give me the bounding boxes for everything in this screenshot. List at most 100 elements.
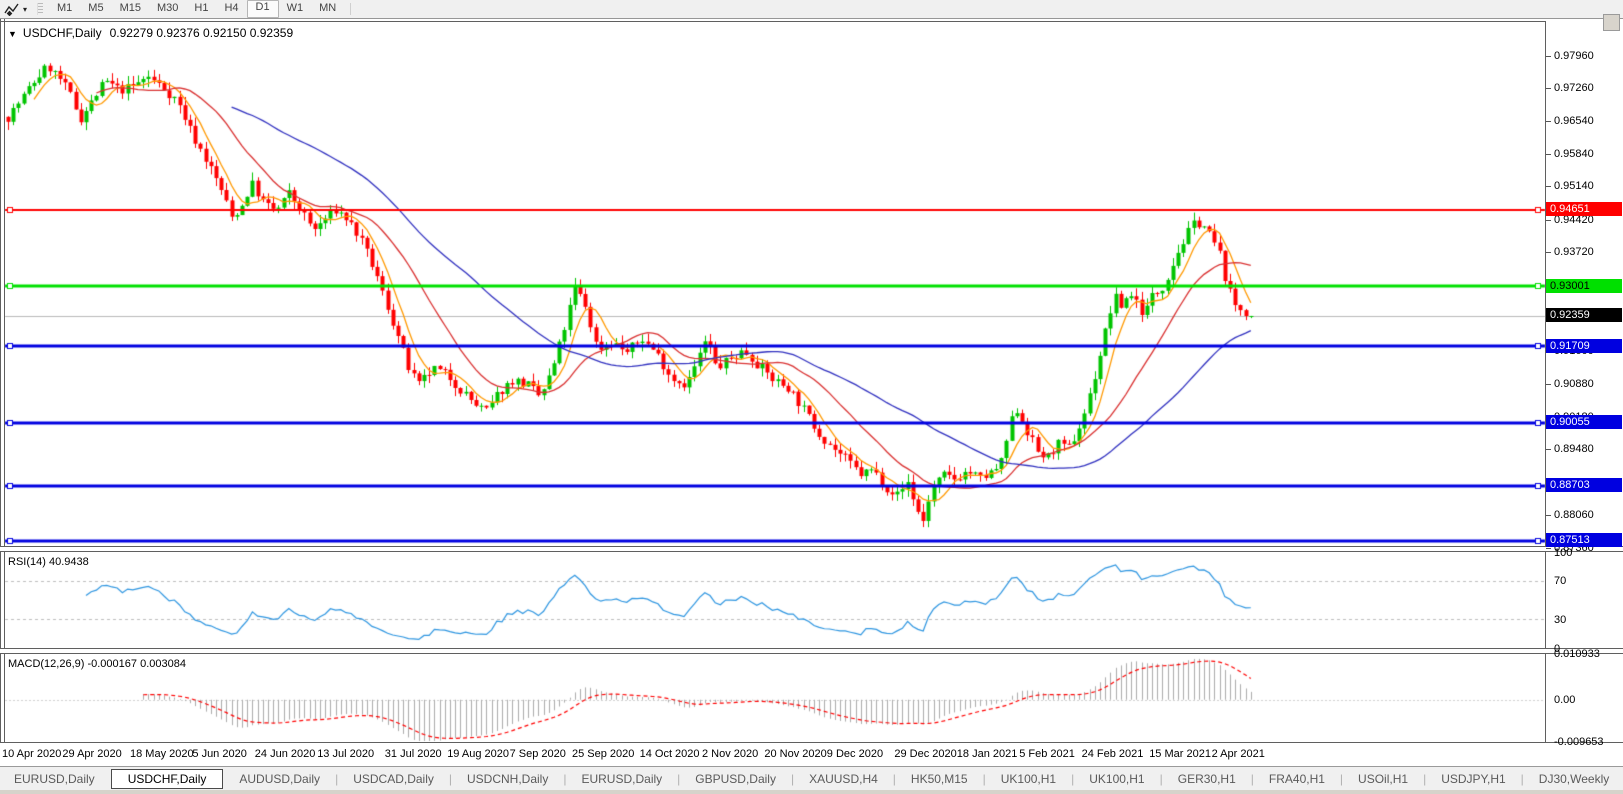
tab-separator: | xyxy=(790,772,795,786)
price-axis-label: 0.95140 xyxy=(1554,180,1594,192)
timeframe-button-m30[interactable]: M30 xyxy=(156,2,179,14)
chart-tab-ger30-h1[interactable]: GER30,H1 xyxy=(1177,772,1236,786)
date-axis-label: 2 Apr 2021 xyxy=(1211,748,1265,760)
chart-tab-usdcad-daily[interactable]: USDCAD,Daily xyxy=(353,772,434,786)
rsi-label: RSI(14) 40.9438 xyxy=(8,556,89,568)
tab-separator: | xyxy=(448,772,452,786)
price-axis-tick xyxy=(1546,121,1551,122)
date-axis-label: 7 Sep 2020 xyxy=(509,748,566,760)
chart-tab-eurusd-daily[interactable]: EURUSD,Daily xyxy=(581,772,663,786)
price-axis-label: 0.97260 xyxy=(1554,82,1594,94)
chart-tab-uk100-h1[interactable]: UK100,H1 xyxy=(1000,772,1057,786)
price-axis-tick xyxy=(1546,515,1551,516)
collapse-triangle-icon[interactable]: ▼ xyxy=(8,29,17,39)
status-strip xyxy=(0,790,1623,794)
chart-scroll-button[interactable] xyxy=(1603,14,1620,31)
chart-tab-xauusd-h4[interactable]: XAUUSD,H4 xyxy=(809,772,878,786)
date-axis-label: 29 Dec 2020 xyxy=(894,748,957,760)
date-axis-label: 2 Nov 2020 xyxy=(702,748,759,760)
timeframe-button-m5[interactable]: M5 xyxy=(88,2,104,14)
hline-price-badge: 0.94651 xyxy=(1546,202,1622,216)
date-axis-label: 31 Jul 2020 xyxy=(384,748,442,760)
hline-price-badge: 0.93001 xyxy=(1546,279,1622,293)
chart-tab-usdchf-daily[interactable]: USDCHF,Daily xyxy=(110,769,224,789)
date-axis-label: 5 Feb 2021 xyxy=(1019,748,1075,760)
timeframe-button-mn[interactable]: MN xyxy=(319,2,337,14)
date-axis-label: 18 Jan 2021 xyxy=(956,748,1018,760)
macd-scale-label: 0.00 xyxy=(1554,694,1576,706)
date-axis-label: 9 Dec 2020 xyxy=(826,748,884,760)
tab-separator: | xyxy=(1250,772,1254,786)
chart-ohlc-values: 0.92279 0.92376 0.92150 0.92359 xyxy=(109,26,294,40)
date-axis-label: 24 Feb 2021 xyxy=(1081,748,1144,760)
tab-separator: | xyxy=(677,772,681,786)
macd-scale-label: -0.009653 xyxy=(1554,736,1604,748)
macd-pane-separator[interactable] xyxy=(0,648,1623,654)
line-study-icon[interactable] xyxy=(3,2,21,16)
chart-tab-gbpusd-daily[interactable]: GBPUSD,Daily xyxy=(695,772,776,786)
macd-scale-label: 0.010933 xyxy=(1554,648,1600,660)
date-axis-label: 5 Jun 2020 xyxy=(192,748,247,760)
price-axis-label: 0.90880 xyxy=(1554,378,1594,390)
window-left-frame xyxy=(0,19,5,742)
price-axis-tick xyxy=(1546,384,1551,385)
tab-separator: | xyxy=(1159,772,1163,786)
date-axis-label: 14 Oct 2020 xyxy=(639,748,700,760)
hline-price-badge: 0.88703 xyxy=(1546,478,1622,492)
price-axis-label: 0.96540 xyxy=(1554,115,1594,127)
timeframe-toolbar: ▾ M1 M5 M15 M30 H1 H4 D1 W1 MN xyxy=(0,0,1623,19)
toolbar-separator xyxy=(350,3,352,15)
chart-tab-fra40-h1[interactable]: FRA40,H1 xyxy=(1268,772,1325,786)
date-axis-label: 20 Nov 2020 xyxy=(764,748,827,760)
tab-separator: | xyxy=(1339,772,1344,786)
chart-tab-dj30-weekly[interactable]: DJ30,Weekly xyxy=(1538,772,1610,786)
price-axis-label: 0.97960 xyxy=(1554,50,1594,62)
date-axis-label: 10 Apr 2020 xyxy=(2,748,62,760)
macd-bottom-border xyxy=(0,742,1623,743)
chart-tab-bar: EURUSD,Daily USDCHF,Daily AUDUSD,Daily | USD… xyxy=(0,766,1623,791)
price-axis-tick xyxy=(1546,56,1551,57)
tab-separator: | xyxy=(892,772,896,786)
date-axis-label: 25 Sep 2020 xyxy=(572,748,635,760)
hline-price-badge: 0.87513 xyxy=(1546,533,1622,547)
tab-separator: | xyxy=(1520,772,1524,786)
timeframe-button-m15[interactable]: M15 xyxy=(119,2,141,14)
chart-tab-usdjpy-h1[interactable]: USDJPY,H1 xyxy=(1441,772,1506,786)
date-axis-label: 29 Apr 2020 xyxy=(62,748,122,760)
timeframe-button-h1[interactable]: H1 xyxy=(194,2,209,14)
current-price-badge: 0.92359 xyxy=(1546,308,1622,322)
chart-tab-hk50-m15[interactable]: HK50,M15 xyxy=(910,772,968,786)
chart-tab-audusd-daily[interactable]: AUDUSD,Daily xyxy=(239,772,321,786)
timeframe-button-w1[interactable]: W1 xyxy=(286,2,304,14)
price-axis-tick xyxy=(1546,154,1551,155)
chart-symbol-label: USDCHF,Daily xyxy=(22,26,102,40)
price-axis-tick xyxy=(1546,88,1551,89)
tab-separator: | xyxy=(563,772,567,786)
price-axis-label: 0.94420 xyxy=(1554,214,1594,226)
timeframe-button-h4[interactable]: H4 xyxy=(224,2,239,14)
tab-separator: | xyxy=(1423,772,1427,786)
date-axis-label: 19 Aug 2020 xyxy=(447,748,509,760)
timeframe-button-d1[interactable]: D1 xyxy=(246,0,279,18)
tab-separator: | xyxy=(335,772,339,786)
price-axis-tick xyxy=(1546,186,1551,187)
rsi-scale-label: 30 xyxy=(1554,614,1567,626)
macd-label: MACD(12,26,9) -0.000167 0.003084 xyxy=(8,658,186,670)
rsi-scale-label: 100 xyxy=(1554,547,1573,559)
price-axis-label: 0.93720 xyxy=(1554,246,1594,258)
price-axis-tick xyxy=(1546,220,1551,221)
timeframe-button-m1[interactable]: M1 xyxy=(57,2,73,14)
hline-price-badge: 0.90055 xyxy=(1546,415,1622,429)
tool-dropdown-arrow-icon[interactable]: ▾ xyxy=(23,4,28,14)
plot-right-border xyxy=(1545,21,1546,742)
rsi-pane-separator[interactable] xyxy=(0,546,1623,552)
price-axis-label: 0.88060 xyxy=(1554,509,1594,521)
price-axis-tick xyxy=(1546,252,1551,253)
toolbar-grip xyxy=(37,3,44,15)
chart-tab-uk100-h1[interactable]: UK100,H1 xyxy=(1089,772,1145,786)
chart-tab-usdcnh-daily[interactable]: USDCNH,Daily xyxy=(467,772,549,786)
chart-tab-eurusd-daily[interactable]: EURUSD,Daily xyxy=(14,772,95,786)
chart-tab-usoil-h1[interactable]: USOil,H1 xyxy=(1358,772,1409,786)
